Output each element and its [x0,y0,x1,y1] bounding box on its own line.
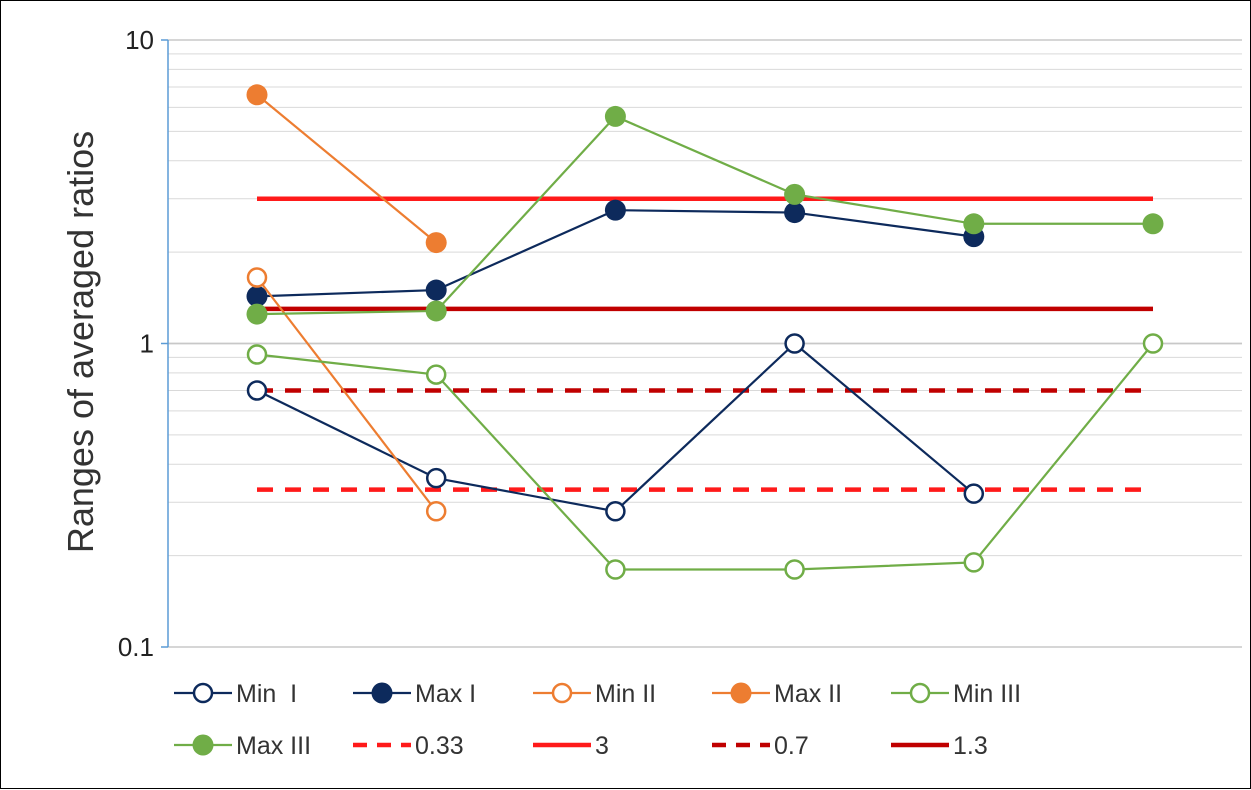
series-line [256,209,974,298]
legend-label: Max III [236,732,311,760]
data-point [963,552,985,573]
series-0 [246,333,985,522]
legend-label: Min III [953,680,1021,708]
legend-swatch-marker [371,682,393,704]
series-line [256,342,1154,571]
series-layer [246,84,1164,580]
legend-label: 0.7 [774,732,809,760]
data-point [963,213,985,235]
data-point [246,285,268,307]
series-2 [246,267,447,522]
data-point [963,483,985,504]
y-tick-label: 0.1 [118,632,154,662]
legend-entry: Max III [174,732,311,760]
data-point [425,364,447,385]
legend-swatch-marker [909,682,931,704]
legend-swatch-marker [551,682,573,704]
data-point [246,380,268,401]
grid-layer [168,39,1242,648]
data-point [246,84,268,106]
data-point [784,183,806,205]
legend-label: Min II [595,680,656,708]
legend-label: Max II [774,680,842,708]
legend-label: Max I [415,680,476,708]
series-line [256,276,438,512]
legend-swatch-marker [192,734,214,756]
legend-entry: 3 [533,732,609,760]
data-point [604,105,626,127]
legend-entry: Min I [174,680,297,708]
data-point [246,267,268,288]
y-tick-label: 1 [140,329,154,359]
series-4 [246,333,1164,580]
data-point [425,279,447,301]
data-point [784,202,806,224]
data-point [1142,333,1164,354]
legend-label: 1.3 [953,732,988,760]
y-axis-title: Ranges of averaged ratios [60,131,101,553]
data-point [604,199,626,221]
legend-entry: Max II [712,680,842,708]
data-point [425,232,447,254]
legend-layer: Min I Max I Min II Max II Min III Max III 0.33… [174,680,1021,760]
legend-entry: Min II [533,680,656,708]
legend-entry: 0.7 [712,732,809,760]
legend-swatch-marker [730,682,752,704]
data-point [425,501,447,522]
series-3 [246,84,447,254]
legend-label: Min I [236,680,297,708]
data-point [246,344,268,365]
data-point [425,467,447,489]
legend-entry: Max I [353,680,476,708]
legend-label: 3 [595,732,609,760]
axis-layer: 10 1 0.1 [118,25,169,662]
data-point [425,300,447,322]
series-line [256,93,437,244]
legend-swatch-marker [192,682,214,704]
legend-entry: 0.33 [353,732,464,760]
data-point [605,501,626,522]
y-tick-label: 10 [125,25,154,55]
legend-entry: Min III [891,680,1021,708]
series-5 [246,105,1164,325]
data-point [1142,213,1164,235]
data-point [246,303,268,325]
legend-label: 0.33 [415,732,464,760]
series-1 [246,199,985,307]
data-point [605,559,626,580]
legend-entry: 1.3 [891,732,988,760]
series-line [256,342,975,513]
data-point [784,333,805,354]
series-line [256,115,1153,316]
data-point [784,559,805,580]
